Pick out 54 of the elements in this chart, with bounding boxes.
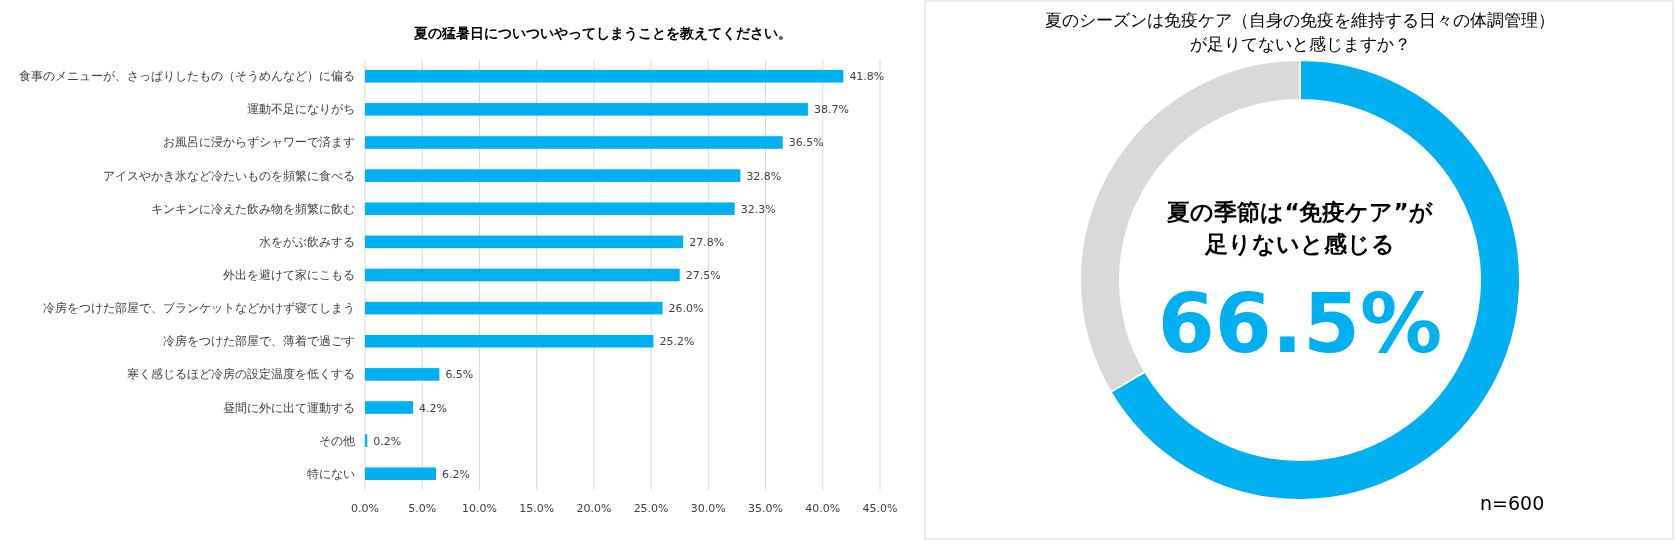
y-tick-label: 水をがぶ飲みする: [259, 234, 355, 249]
bar: [365, 368, 440, 381]
data-label: 6.2%: [441, 467, 470, 481]
bar: [365, 467, 436, 481]
text: 夏の季節は“免疫ケア”が足りないと感じる: [1166, 199, 1433, 257]
chart-title: 夏の猛暑日についついやってしまうことを教えてください。: [412, 25, 792, 42]
x-tick-label: 10.0%: [461, 502, 497, 515]
bar: [365, 202, 735, 216]
bar: [365, 334, 654, 348]
y-tick-label: その他: [319, 433, 355, 448]
data-label: 6.5%: [445, 368, 474, 382]
bar: [365, 401, 414, 414]
data-label: 66.5%: [1157, 276, 1443, 371]
y-tick-label: 運動不足になりがち: [247, 102, 355, 117]
data-label: 4.2%: [419, 401, 448, 415]
x-tick-label: 15.0%: [519, 502, 555, 515]
y-tick-label: 食事のメニューが、さっぱりしたもの（そうめんなど）に偏る: [19, 69, 355, 84]
bar: [365, 235, 684, 249]
y-tick-label: アイスやかき氷など冷たいものを頻繁に食べる: [103, 168, 355, 183]
y-tick-label: 外出を避けて家にこもる: [223, 268, 355, 282]
bar: [365, 169, 741, 182]
x-tick-label: 0.0%: [351, 502, 379, 515]
x-tick-label: 25.0%: [633, 502, 669, 515]
y-tick-label: 特にない: [307, 466, 355, 481]
data-label: 32.8%: [746, 169, 782, 183]
data-label: 26.0%: [668, 302, 704, 316]
bar: [365, 301, 663, 315]
bar: [365, 136, 783, 149]
x-tick-label: 30.0%: [690, 502, 726, 515]
data-label: 27.5%: [685, 269, 721, 282]
x-tick-label: 40.0%: [805, 502, 841, 515]
data-label: 25.2%: [659, 335, 695, 349]
y-tick-label: 冷房をつけた部屋で、ブランケットなどかけず寝てしまう: [43, 301, 355, 316]
y-tick-label: お風呂に浸からずシャワーで済ます: [163, 135, 355, 150]
bar: [365, 103, 808, 116]
y-tick-label: 昼間に外に出て運動する: [223, 400, 355, 415]
data-label: 27.8%: [689, 235, 725, 249]
text: n=600: [1480, 492, 1545, 514]
x-tick-label: 5.0%: [408, 502, 437, 515]
y-tick-label: キンキンに冷えた飲み物を頻繁に飲む: [151, 201, 355, 216]
bar: [365, 69, 844, 83]
bar: [365, 434, 368, 447]
data-label: 38.7%: [813, 103, 849, 117]
data-label: 41.8%: [849, 70, 885, 84]
y-tick-label: 寒く感じるほど冷房の設定温度を低くする: [127, 367, 355, 382]
data-label: 0.2%: [373, 434, 402, 448]
data-label: 36.5%: [788, 136, 824, 150]
chart-title: 夏のシーズンは免疫ケア（自身の免疫を維持する日々の体調管理）が足りてないと感じますか？: [1045, 10, 1555, 54]
x-tick-label: 45.0%: [862, 502, 898, 515]
x-tick-label: 35.0%: [748, 502, 784, 515]
data-label: 32.3%: [740, 202, 776, 216]
x-tick-label: 20.0%: [576, 502, 612, 515]
bar: [365, 268, 680, 282]
y-tick-label: 冷房をつけた部屋で、薄着で過ごす: [163, 334, 355, 349]
